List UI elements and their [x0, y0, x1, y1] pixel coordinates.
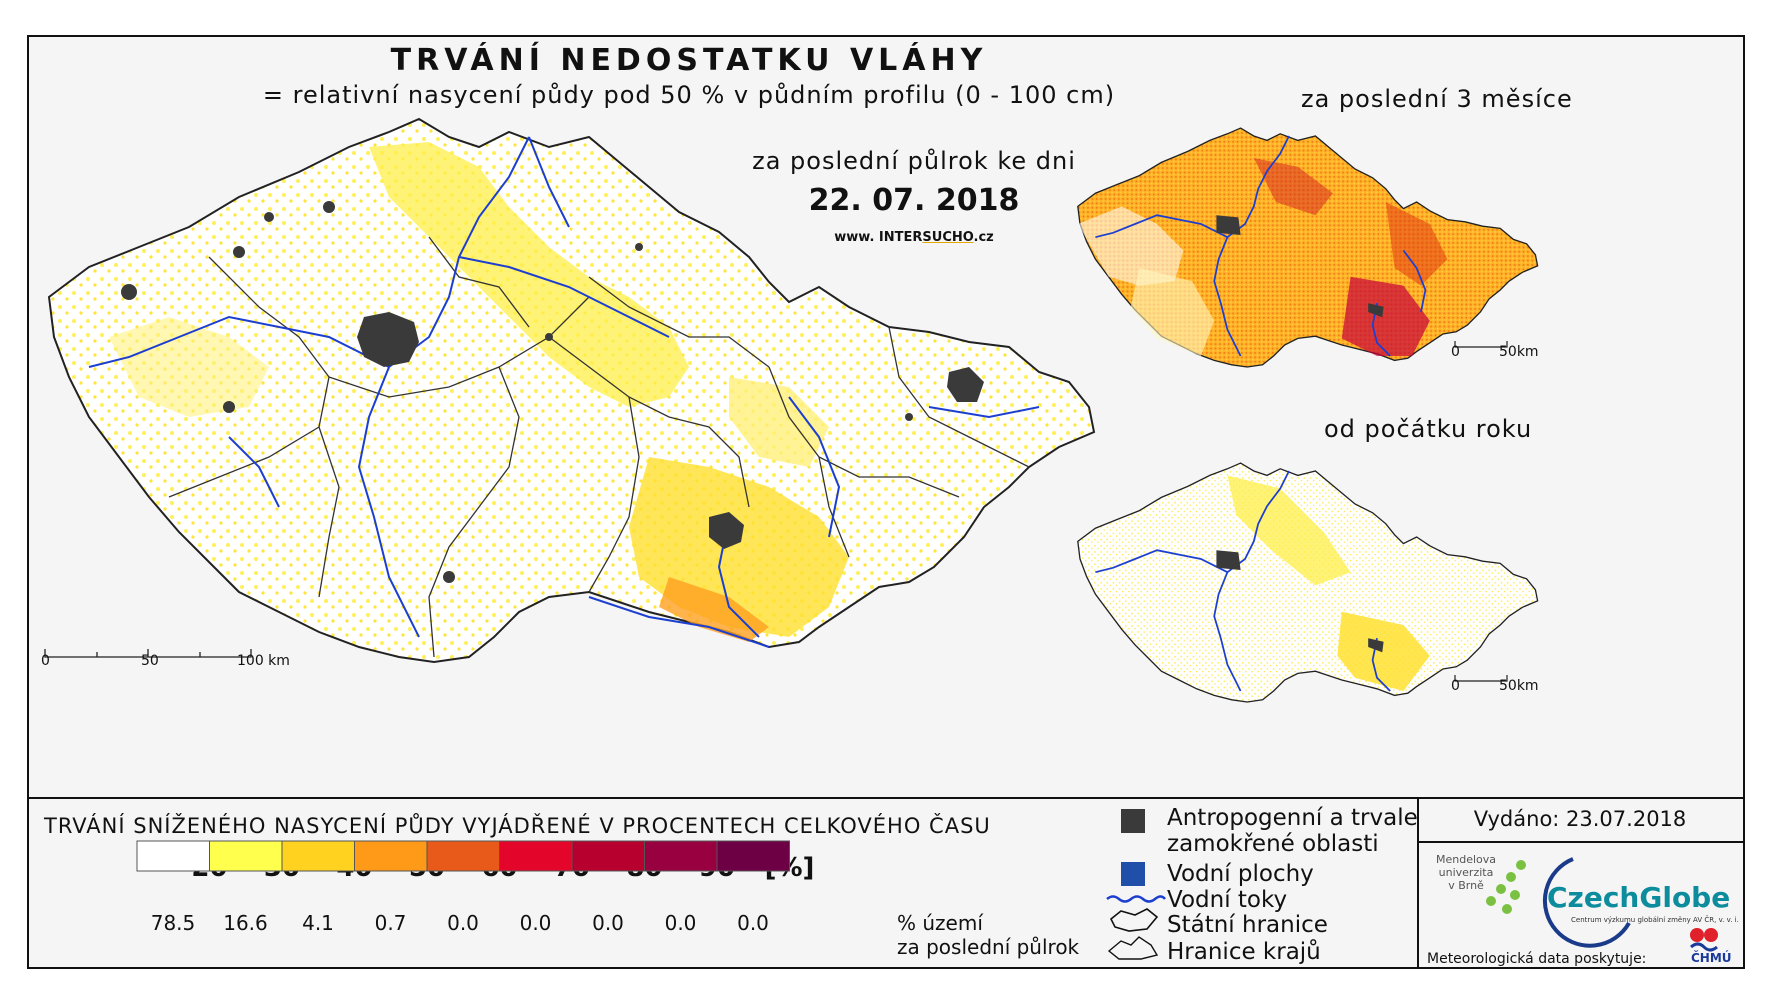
legend-color-cell-0 [136, 840, 210, 872]
chmu-label: ČHMÚ [1691, 951, 1732, 965]
main-scale-label-0: 0 [41, 653, 50, 669]
inset1-scale-bar [1454, 341, 1508, 348]
country-border-icon [1109, 908, 1159, 932]
map-subtitle: = relativní nasycení půdy pod 50 % v půd… [262, 81, 1116, 109]
issued-separator [1419, 841, 1743, 843]
main-scale-bar [44, 649, 252, 658]
legend-color-cell-8 [716, 840, 790, 872]
legend-color-cell-5 [499, 840, 573, 872]
legend-country-border: Státní hranice [1167, 912, 1328, 938]
area-percent-label: 0.7 [374, 911, 407, 935]
country-outline [47, 117, 1096, 664]
inset2-scale-label-50: 50km [1499, 678, 1539, 694]
legend-color-cell-4 [426, 840, 500, 872]
inset2-scale-bar [1454, 675, 1508, 682]
water-body-icon [1121, 862, 1145, 886]
legend-rivers: Vodní toky [1167, 887, 1288, 913]
legend-region-border: Hranice krajů [1167, 939, 1321, 965]
inset2-title: od počátku roku [1324, 415, 1533, 443]
issued-date: Vydáno: 23.07.2018 [1473, 807, 1687, 831]
river-icon [1106, 895, 1166, 903]
map-frame: TRVÁNÍ NEDOSTATKU VLÁHY = relativní nasy… [27, 35, 1745, 969]
chmu-logo-icon [1690, 928, 1718, 952]
mendel-university-text: Mendelova univerzita v Brně [1435, 853, 1497, 892]
area-percent-label: 0.0 [737, 911, 769, 935]
period-label: za poslední půlrok ke dni [752, 147, 1076, 175]
inset-map-year [1077, 462, 1539, 703]
legend-water-bodies: Vodní plochy [1167, 861, 1314, 887]
anthropogenic-area-icon [1121, 809, 1145, 833]
inset1-title: za poslední 3 měsíce [1301, 85, 1573, 113]
area-percent-label: 0.0 [447, 911, 479, 935]
legend-color-cell-1 [209, 840, 283, 872]
area-percent-label: 16.6 [223, 911, 268, 935]
legend-anthropogenic: Antropogenní a trvale zamokřené oblasti [1167, 805, 1418, 857]
maps-svg [44, 117, 1539, 703]
inset1-scale-label-50: 50km [1499, 344, 1539, 360]
legend-divider [1417, 799, 1419, 969]
inset1-scale-label-0: 0 [1451, 344, 1460, 360]
legend-color-cell-2 [281, 840, 355, 872]
area-percent-label: 78.5 [150, 911, 196, 935]
area-percent-label: 0.0 [519, 911, 552, 935]
website-link[interactable]: www. INTERSUCHO.cz [834, 230, 994, 245]
legend-title: TRVÁNÍ SNÍŽENÉHO NASYCENÍ PŮDY VYJÁDŘENÉ… [44, 814, 991, 838]
main-map [44, 117, 1096, 664]
legend-colorbar [136, 840, 790, 872]
map-title: TRVÁNÍ NEDOSTATKU VLÁHY [390, 43, 988, 78]
area-percent-label: 0.0 [592, 911, 624, 935]
area-percent-label: 0.0 [664, 911, 697, 935]
area-percent-label: 4.1 [302, 911, 334, 935]
map-date: 22. 07. 2018 [808, 183, 1020, 218]
region-border-icon [1107, 936, 1159, 960]
main-scale-label-100: 100 km [237, 653, 290, 669]
area-unit-label: % území za poslední půlrok [897, 911, 1080, 959]
main-scale-label-50: 50 [141, 653, 159, 669]
legend: TRVÁNÍ SNÍŽENÉHO NASYCENÍ PŮDY VYJÁDŘENÉ… [29, 797, 1743, 969]
czechglobe-logo: CzechGlobe [1547, 881, 1731, 914]
czechglobe-subtitle: Centrum výzkumu globální změny AV ČR, v.… [1571, 916, 1739, 924]
meteo-data-label: Meteorologická data poskytuje: [1427, 951, 1647, 967]
legend-color-cell-3 [354, 840, 428, 872]
map-area: TRVÁNÍ NEDOSTATKU VLÁHY = relativní nasy… [29, 37, 1743, 797]
legend-color-cell-6 [571, 840, 645, 872]
inset-map-3-months [1077, 127, 1539, 368]
inset2-scale-label-0: 0 [1451, 678, 1460, 694]
legend-color-cell-7 [644, 840, 718, 872]
